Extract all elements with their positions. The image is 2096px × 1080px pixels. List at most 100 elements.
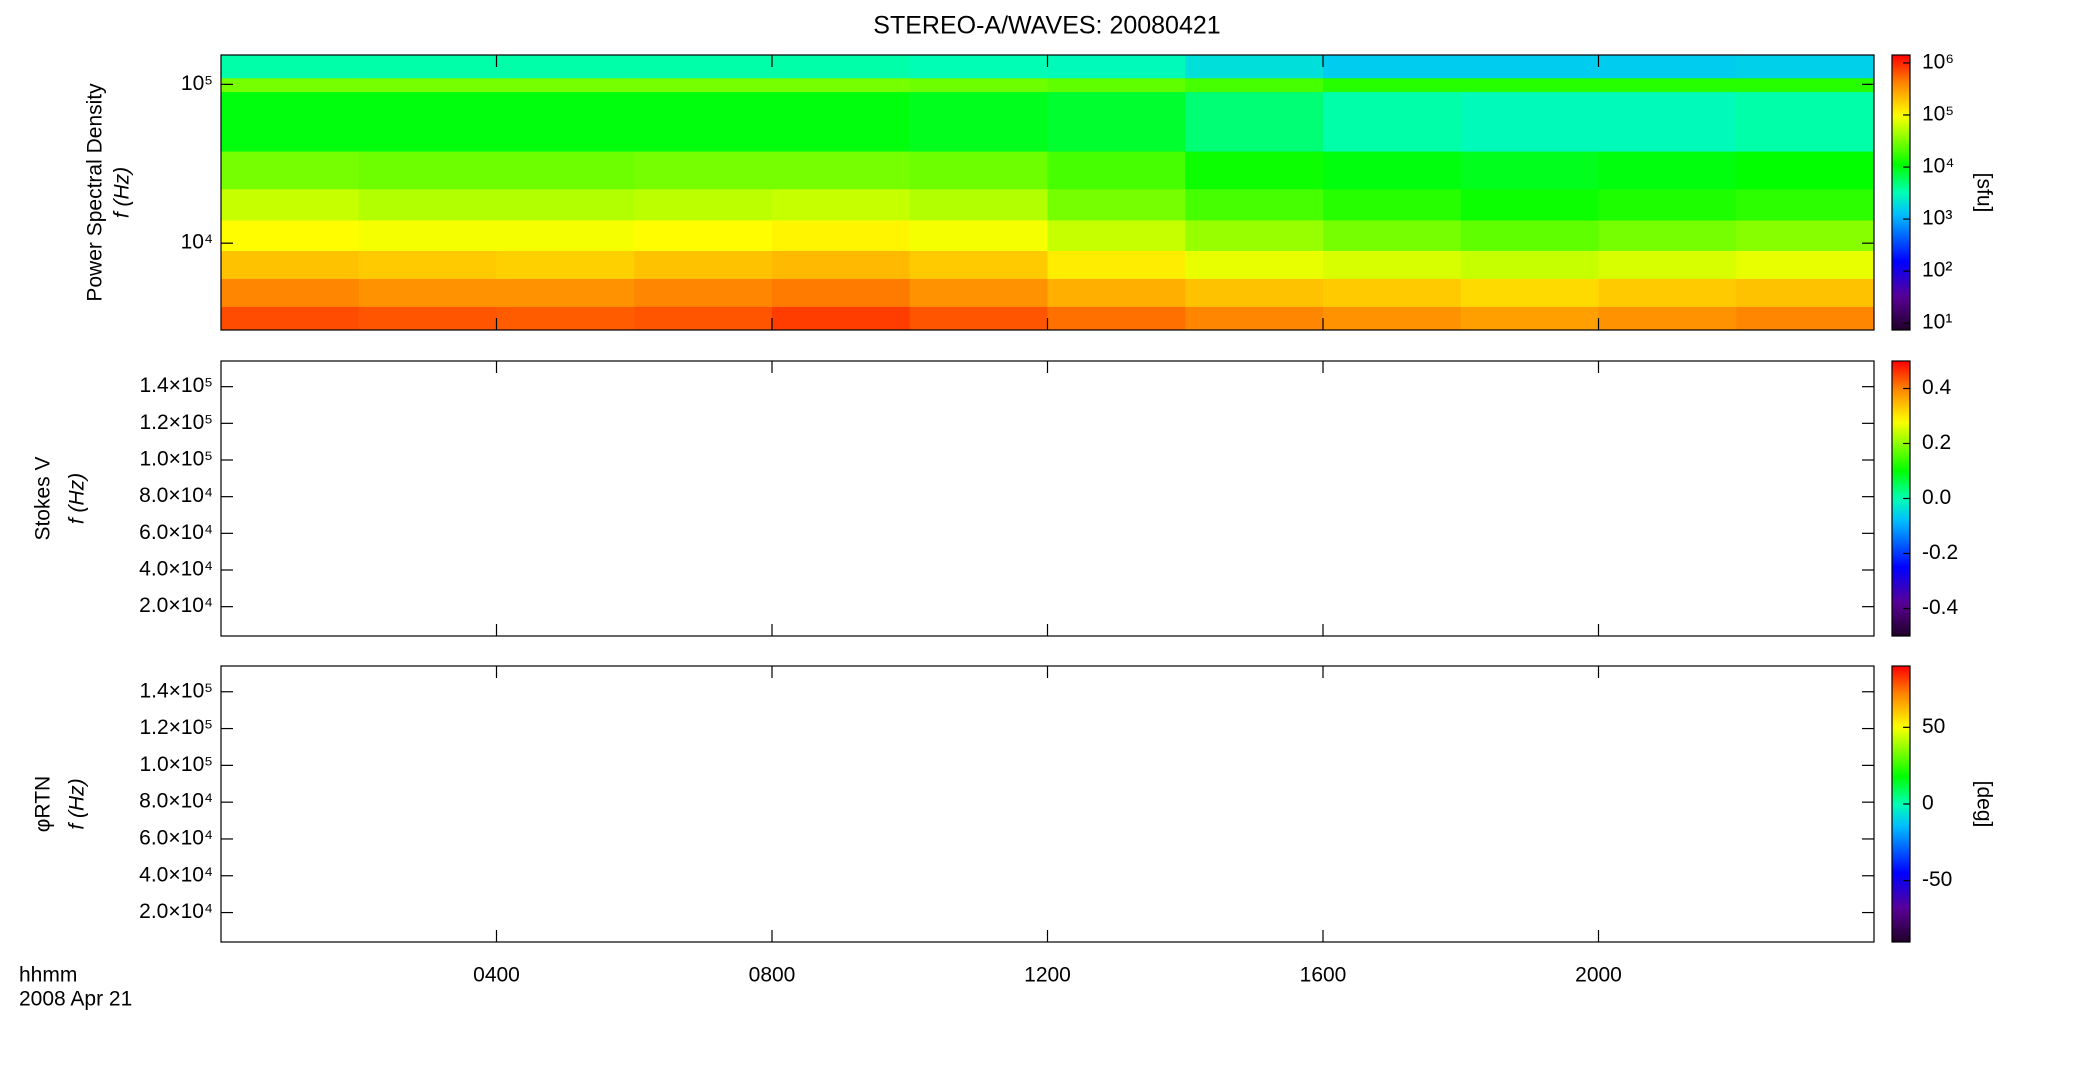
y-tick-label: 1.2×10⁵ <box>139 411 213 434</box>
colorbar-tick-label: 10⁶ <box>1922 50 1954 73</box>
heatmap-cell <box>909 219 1048 251</box>
x-axis-label: 2008 Apr 21 <box>19 988 132 1011</box>
heatmap-cell <box>221 188 360 221</box>
y-tick-label: 2.0×10⁴ <box>139 900 213 923</box>
heatmap-cell <box>221 77 360 93</box>
heatmap-cell <box>1598 77 1737 93</box>
colorbar-tick-label: 0.2 <box>1922 431 1951 454</box>
x-tick-label: 1200 <box>1024 964 1071 987</box>
colorbar-frame <box>1891 54 1911 331</box>
heatmap-cell <box>909 55 1048 79</box>
heatmap-cell <box>1323 55 1462 79</box>
heatmap-cell <box>1185 188 1324 221</box>
y-tick-label: 1.0×10⁵ <box>139 448 213 471</box>
colorbar-tick-label: 0 <box>1922 792 1934 815</box>
heatmap-cell <box>1185 151 1324 190</box>
y-tick-label: 10⁴ <box>181 231 213 254</box>
heatmap-cell <box>1736 77 1875 93</box>
heatmap-cell <box>909 91 1048 152</box>
heatmap-cell <box>1047 188 1186 221</box>
y-tick-label: 1.0×10⁵ <box>139 753 213 776</box>
heatmap-cell <box>909 77 1048 93</box>
panel-frame <box>220 360 1875 637</box>
heatmap-cell <box>1323 306 1462 331</box>
colorbar-tick-label: 50 <box>1922 715 1945 738</box>
heatmap-cell <box>1047 278 1186 307</box>
heatmap-cell <box>1323 91 1462 152</box>
y-tick-label: 8.0×10⁴ <box>139 790 213 813</box>
heatmap-cell <box>221 306 360 331</box>
heatmap-cell <box>1736 278 1875 307</box>
y-tick-label: 8.0×10⁴ <box>139 484 213 507</box>
colorbar-tick-label: 0.0 <box>1922 486 1951 509</box>
heatmap-cell <box>772 91 911 152</box>
heatmap-cell <box>1323 250 1462 279</box>
heatmap-cell <box>221 91 360 152</box>
heatmap-cell <box>1460 77 1599 93</box>
x-tick-label: 2000 <box>1575 964 1622 987</box>
heatmap-cell <box>358 250 497 279</box>
heatmap-cell <box>496 250 635 279</box>
colorbar <box>1892 666 1910 942</box>
colorbar-label: [sfu] <box>1972 173 1995 213</box>
heatmap-cell <box>1047 77 1186 93</box>
heatmap-cell <box>772 219 911 251</box>
heatmap-cell <box>1185 55 1324 79</box>
colorbar-tick-label: 10⁵ <box>1922 103 1954 126</box>
y-tick-label: 6.0×10⁴ <box>139 521 213 544</box>
heatmap-cell <box>1736 151 1875 190</box>
x-axis-label: hhmm <box>19 964 77 987</box>
heatmap-cell <box>1047 91 1186 152</box>
heatmap-cell <box>1323 188 1462 221</box>
heatmap-cell <box>1460 188 1599 221</box>
heatmap-cell <box>634 306 773 331</box>
heatmap-cell <box>358 91 497 152</box>
y-axis-label: f (Hz) <box>66 473 89 524</box>
y-axis-label: Stokes V <box>32 456 55 540</box>
heatmap-cell <box>358 306 497 331</box>
y-axis-label: φRTN <box>32 776 55 832</box>
colorbar <box>1892 361 1910 636</box>
heatmap-cell <box>358 278 497 307</box>
heatmap-cell <box>634 278 773 307</box>
heatmap-cell <box>496 91 635 152</box>
y-tick-label: 2.0×10⁴ <box>139 594 213 617</box>
x-tick-label: 1600 <box>1300 964 1347 987</box>
heatmap-cell <box>358 219 497 251</box>
heatmap-cell <box>1185 219 1324 251</box>
heatmap-cell <box>1598 219 1737 251</box>
colorbar-tick-label: 10² <box>1922 259 1952 282</box>
heatmap-cell <box>1185 91 1324 152</box>
heatmap-cell <box>1185 306 1324 331</box>
heatmap-cell <box>1598 151 1737 190</box>
heatmap-cell <box>1185 250 1324 279</box>
heatmap-cell <box>1598 91 1737 152</box>
y-tick-label: 1.2×10⁵ <box>139 716 213 739</box>
heatmap-cell <box>909 250 1048 279</box>
heatmap-cell <box>1736 306 1875 331</box>
heatmap-cell <box>1460 306 1599 331</box>
heatmap-cell <box>1323 151 1462 190</box>
heatmap-cell <box>634 55 773 79</box>
y-axis-label: f (Hz) <box>111 167 134 218</box>
y-tick-label: 6.0×10⁴ <box>139 827 213 850</box>
heatmap-cell <box>221 250 360 279</box>
heatmap-cell <box>358 77 497 93</box>
heatmap-cell <box>496 188 635 221</box>
heatmap-cell <box>1047 306 1186 331</box>
colorbar-tick-label: -0.4 <box>1922 596 1959 619</box>
heatmap-cell <box>634 219 773 251</box>
heatmap-cell <box>1323 77 1462 93</box>
colorbar-tick-label: -50 <box>1922 868 1952 891</box>
heatmap-cell <box>358 151 497 190</box>
heatmap-cell <box>1598 55 1737 79</box>
heatmap-cell <box>634 188 773 221</box>
heatmap-cell <box>1047 250 1186 279</box>
heatmap-cell <box>221 151 360 190</box>
heatmap-cell <box>634 250 773 279</box>
heatmap-cell <box>909 151 1048 190</box>
heatmap-cell <box>634 151 773 190</box>
heatmap-cell <box>1185 77 1324 93</box>
colorbar-tick-label: 10¹ <box>1922 311 1952 334</box>
heatmap-cell <box>496 219 635 251</box>
